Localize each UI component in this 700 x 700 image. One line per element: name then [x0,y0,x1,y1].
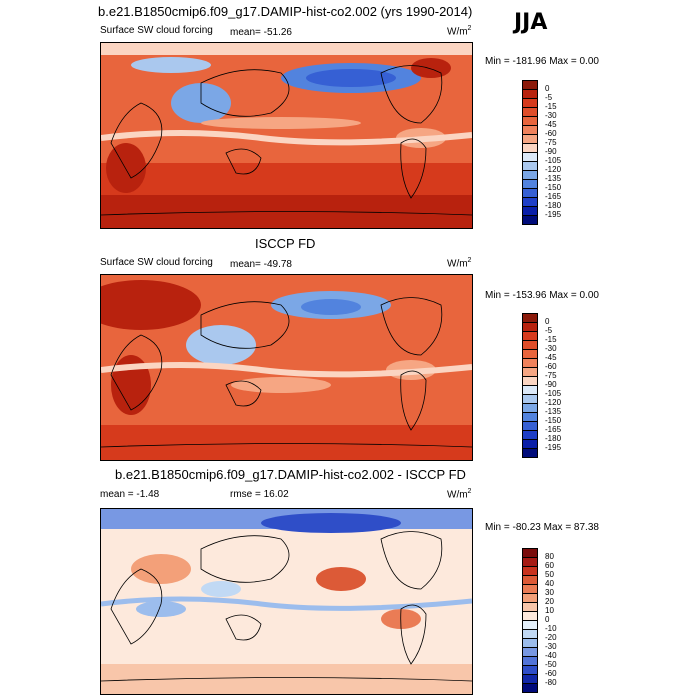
panel1-colorbar: 0 -5 -15 -30 -45 -60 -75 -90 -105 -120 -135 -150 -16… [522,80,592,226]
colorbar-tick-label: -195 [545,443,562,452]
colorbar-tick-label: -90 [545,380,557,389]
colorbar-tick-label: -30 [545,111,557,120]
panel1-map [100,42,473,229]
colorbar-cell [522,448,538,458]
colorbar-cell [522,683,538,693]
colorbar-tick-label: 50 [545,570,554,579]
colorbar-cell [522,215,538,225]
colorbar-tick-label: -10 [545,624,557,633]
colorbar-tick-label: -45 [545,353,557,362]
colorbar-tick-label: -90 [545,147,557,156]
colorbar-tick-label: -40 [545,651,557,660]
colorbar-tick-label: 60 [545,561,554,570]
panel2-units: W/m2 [447,257,472,270]
panel1-left-label: Surface SW cloud forcing [100,25,213,36]
panel2-left-label: Surface SW cloud forcing [100,257,213,268]
panel3-mean-label: mean = -1.48 [100,489,160,500]
panel2-title: ISCCP FD [255,236,316,251]
colorbar-tick-label: 80 [545,552,554,561]
colorbar-tick-label: -180 [545,201,562,210]
colorbar-tick-label: -15 [545,102,557,111]
colorbar-tick-label: -120 [545,398,562,407]
colorbar-tick-label: -60 [545,362,557,371]
colorbar-tick-label: -60 [545,669,557,678]
colorbar-tick-label: 30 [545,588,554,597]
panel3-colorbar: 80 60 50 40 30 20 10 0 -10 -20 -30 -40 -50 -60 -80 [522,548,592,694]
colorbar-tick-label: -105 [545,389,562,398]
colorbar-tick-label: -75 [545,371,557,380]
panel3-map [100,508,473,695]
colorbar-tick-label: -120 [545,165,562,174]
panel1-minmax: Min = -181.96 Max = 0.00 [485,56,599,67]
colorbar-tick-label: -60 [545,129,557,138]
colorbar-tick-label: -105 [545,156,562,165]
colorbar-tick-label: -80 [545,678,557,687]
colorbar-tick-label: 40 [545,579,554,588]
colorbar-tick-label: 10 [545,606,554,615]
panel1-title: b.e21.B1850cmip6.f09_g17.DAMIP-hist-co2.… [98,4,473,19]
colorbar-tick-label: -165 [545,192,562,201]
panel2-minmax: Min = -153.96 Max = 0.00 [485,290,599,301]
panel2-colorbar: 0 -5 -15 -30 -45 -60 -75 -90 -105 -120 -135 -150 -16… [522,313,592,459]
panel2-map [100,274,473,461]
colorbar-tick-label: -165 [545,425,562,434]
colorbar-tick-label: -20 [545,633,557,642]
panel3-minmax: Min = -80.23 Max = 87.38 [485,522,599,533]
season-label: JJA [514,10,548,35]
colorbar-tick-label: -195 [545,210,562,219]
panel3-units: W/m2 [447,488,472,501]
colorbar-tick-label: 0 [545,615,550,624]
panel1-units: W/m2 [447,25,472,38]
colorbar-tick-label: -50 [545,660,557,669]
panel3-title: b.e21.B1850cmip6.f09_g17.DAMIP-hist-co2.… [115,467,466,482]
colorbar-tick-label: -135 [545,407,562,416]
panel3-rmse-label: rmse = 16.02 [230,489,289,500]
colorbar-tick-label: 0 [545,317,550,326]
colorbar-tick-label: -180 [545,434,562,443]
panel2-mean-label: mean= -49.78 [230,259,292,270]
panel1-mean-label: mean= -51.26 [230,27,292,38]
colorbar-tick-label: -150 [545,183,562,192]
colorbar-tick-label: -30 [545,642,557,651]
colorbar-tick-label: -5 [545,93,553,102]
colorbar-tick-label: -135 [545,174,562,183]
colorbar-tick-label: -45 [545,120,557,129]
colorbar-tick-label: -5 [545,326,553,335]
colorbar-tick-label: -150 [545,416,562,425]
colorbar-tick-label: 20 [545,597,554,606]
colorbar-tick-label: 0 [545,84,550,93]
colorbar-tick-label: -15 [545,335,557,344]
colorbar-tick-label: -30 [545,344,557,353]
colorbar-tick-label: -75 [545,138,557,147]
